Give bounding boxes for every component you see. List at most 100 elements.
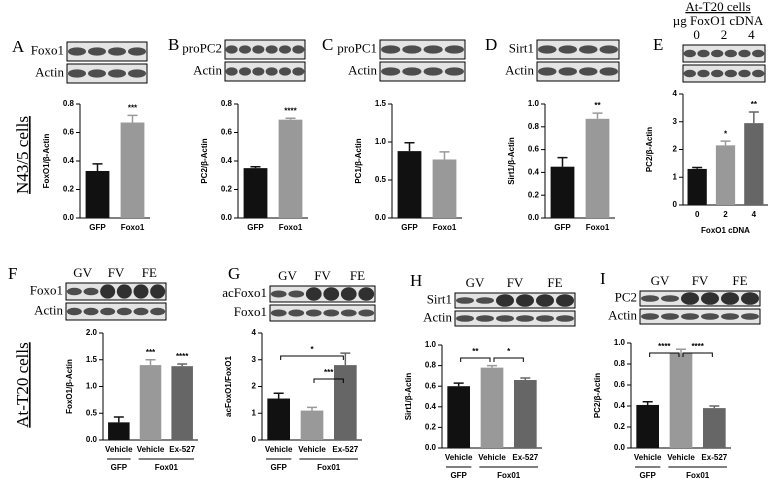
bar [171, 366, 193, 440]
blot-band [128, 47, 146, 56]
blot-band [558, 67, 577, 76]
y-tick-label: 0.2 [63, 185, 75, 194]
x-tick-label: Vehicle [445, 453, 473, 462]
y-tick-label: 0.0 [425, 443, 437, 452]
blot-band [358, 309, 375, 317]
blot-strip [682, 64, 766, 83]
y-tick-label: 0.8 [528, 122, 540, 131]
blot-header: At-T20 cells [685, 0, 750, 14]
lane-label: FE [142, 265, 157, 280]
lane-title: µg FoxO1 cDNA [673, 13, 764, 28]
blot-band [752, 49, 765, 58]
blot-band [265, 67, 278, 76]
blot-band [402, 45, 422, 54]
blot-band [476, 297, 494, 304]
lane-label: FE [350, 268, 365, 283]
y-axis-label: Sirt1/β-Actin [404, 373, 413, 421]
blot-band [444, 67, 464, 76]
group-label: GFP [270, 463, 287, 472]
blot-band [697, 69, 710, 78]
bar [585, 118, 610, 218]
blot-band [323, 287, 340, 301]
x-tick-label: Ex-527 [701, 453, 727, 462]
blot-band [305, 287, 322, 301]
x-tick-label: GFP [554, 223, 571, 232]
bar [300, 410, 324, 440]
lane-label: FE [547, 275, 562, 290]
panel-label: H [410, 271, 422, 290]
blot-band [724, 49, 737, 58]
y-tick-label: 0.4 [63, 156, 75, 165]
significance: ** [751, 100, 758, 109]
x-tick-label: Vehicle [137, 445, 165, 454]
blot-band [150, 284, 166, 299]
significance: **** [176, 352, 189, 361]
blot-band [88, 69, 106, 78]
y-tick-label: 0.4 [528, 168, 540, 177]
blot-band [66, 307, 82, 316]
x-tick-label: Vehicle [105, 445, 133, 454]
blot-band [701, 292, 719, 305]
bar [703, 408, 726, 448]
blot-band [133, 307, 149, 316]
error-bar [250, 165, 261, 169]
blot-band [683, 49, 696, 58]
bar [480, 367, 504, 448]
comparison-label: * [507, 347, 511, 356]
blot-band [741, 313, 759, 320]
blot-band [496, 294, 514, 307]
error-bar [285, 117, 296, 120]
blot-band [661, 295, 679, 302]
x-tick-label: 0 [695, 210, 700, 219]
blot-band [83, 307, 99, 316]
panel-label: F [8, 264, 17, 283]
blot-band [711, 69, 724, 78]
lane-label: FV [314, 268, 331, 283]
blot-band [738, 69, 751, 78]
y-tick-label: 0.0 [63, 213, 75, 222]
panel-label: I [600, 269, 606, 288]
significance: **** [284, 106, 297, 115]
y-tick-label: 1.5 [86, 355, 98, 364]
blot-band [100, 284, 116, 299]
bar [687, 168, 707, 205]
blot-band [556, 315, 574, 322]
comparison-label: **** [658, 342, 671, 351]
error-bar [487, 364, 497, 368]
blot-band [402, 67, 422, 76]
bar [744, 123, 764, 205]
bar [432, 159, 457, 218]
y-axis-label: PC2/β-Actin [593, 373, 602, 418]
y-tick-label: 0.6 [221, 128, 233, 137]
x-tick-label: GFP [89, 223, 106, 232]
blot-band [288, 290, 305, 298]
blot-band [738, 49, 751, 58]
lane-label: 2 [721, 27, 728, 42]
y-tick-label: 0.6 [614, 380, 626, 389]
blot-band [711, 49, 724, 58]
error-bar [709, 405, 720, 409]
y-tick-label: 1.0 [375, 137, 387, 146]
y-tick-label: 0.8 [221, 99, 233, 108]
bar [636, 404, 659, 448]
blot-label: Actin [505, 62, 534, 77]
group-label: Fox01 [686, 471, 710, 480]
comparison-bracket [493, 357, 524, 362]
x-tick-label: Foxo1 [279, 223, 303, 232]
significance: *** [128, 104, 138, 113]
significance: * [724, 129, 728, 138]
blot-band [536, 315, 554, 322]
blot-label: proPC2 [182, 40, 222, 55]
error-bar [592, 112, 603, 119]
blot-band [721, 313, 739, 320]
blot-band [661, 313, 679, 320]
x-tick-label: GFP [247, 223, 264, 232]
blot-band [381, 67, 401, 76]
bar [334, 365, 357, 440]
y-axis-label: PC2/β-Actin [645, 127, 654, 172]
y-tick-label: 0.4 [425, 402, 437, 411]
error-bar [404, 142, 415, 152]
blot-strip [536, 61, 620, 82]
blot-label: Sirt1 [509, 40, 534, 55]
blot-band [476, 315, 494, 322]
